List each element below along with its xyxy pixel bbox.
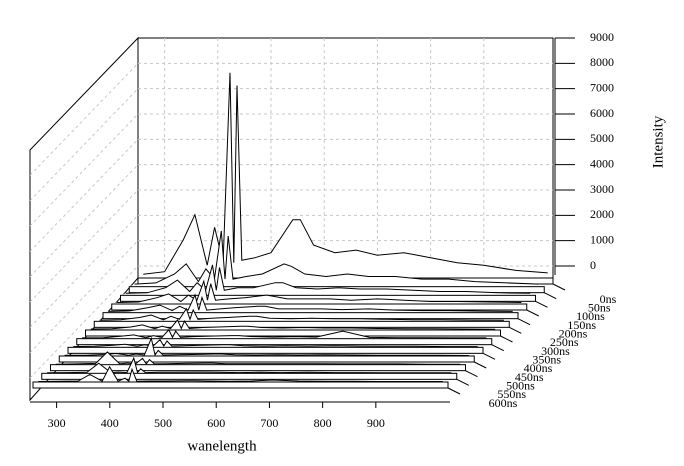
- depth-tick: [526, 309, 539, 317]
- grid-line: [29, 265, 139, 379]
- y-tick-label: 5000: [590, 131, 614, 145]
- depth-tick: [500, 335, 513, 343]
- depth-tick: [491, 344, 504, 352]
- x-tick-label: 400: [101, 416, 119, 430]
- y-tick-label: 9000: [590, 30, 614, 44]
- series-line: [99, 307, 504, 321]
- depth-tick: [517, 318, 531, 326]
- depth-label: 250ns: [550, 335, 579, 349]
- series-backfill: [111, 281, 527, 304]
- depth-label: 150ns: [567, 318, 596, 332]
- grid-line: [29, 88, 139, 202]
- series-strip: [41, 372, 458, 380]
- depth-tick: [474, 361, 487, 369]
- y-tick-label: 8000: [590, 55, 614, 69]
- series-backfill: [120, 264, 536, 296]
- y-tick-label: 1000: [590, 232, 614, 246]
- depth-tick: [447, 387, 461, 395]
- depth-tick: [509, 326, 522, 334]
- x-axis-title: wanelength: [187, 438, 257, 454]
- series-line: [125, 264, 531, 294]
- grid-line: [29, 164, 139, 278]
- y-tick-label: 3000: [590, 182, 614, 196]
- series-line: [143, 72, 548, 275]
- series-strip: [93, 320, 510, 328]
- depth-tick: [465, 370, 478, 378]
- series-strip: [76, 338, 493, 346]
- series-line: [82, 328, 487, 339]
- depth-tick: [535, 300, 548, 308]
- depth-label: 500ns: [506, 378, 535, 392]
- depth-label: 600ns: [489, 396, 518, 410]
- series-line: [134, 230, 539, 285]
- x-tick-label: 800: [314, 416, 332, 430]
- depth-tick: [456, 378, 469, 386]
- depth-tick: [544, 292, 557, 300]
- depth-tick: [552, 283, 566, 291]
- depth-label: 200ns: [559, 326, 588, 340]
- y-tick-label: 2000: [590, 207, 614, 221]
- x-tick-label: 700: [260, 416, 278, 430]
- series-strip: [102, 312, 519, 320]
- series-strip: [32, 381, 449, 389]
- series-line: [73, 338, 478, 348]
- depth-label: 300ns: [541, 344, 570, 358]
- depth-label: 450ns: [515, 370, 544, 384]
- depth-label: 350ns: [532, 352, 561, 366]
- series-strip: [85, 329, 501, 337]
- series-line: [90, 318, 496, 330]
- grid-line: [29, 240, 139, 354]
- grid-line: [29, 138, 139, 252]
- x-tick-label: 300: [48, 416, 66, 430]
- series-line: [38, 365, 443, 383]
- depth-label: 400ns: [524, 361, 553, 375]
- x-tick-label: 600: [207, 416, 225, 430]
- depth-label: 100ns: [576, 309, 605, 323]
- series-strip: [50, 364, 466, 372]
- y-tick-label: 6000: [590, 106, 614, 120]
- grid-line: [29, 189, 139, 303]
- series-line: [108, 293, 513, 312]
- series-line: [117, 279, 522, 303]
- series-backfill: [76, 329, 492, 339]
- grid-line: [29, 113, 139, 227]
- series-strip: [58, 355, 475, 363]
- grid-line: [29, 62, 139, 176]
- y-axis-title: Intensity: [650, 115, 666, 168]
- y-tick-label: 4000: [590, 156, 614, 170]
- y-tick-label: 7000: [590, 80, 614, 94]
- depth-label: 50ns: [588, 300, 611, 314]
- x-tick-label: 900: [367, 416, 385, 430]
- depth-label: 0ns: [600, 292, 617, 306]
- x-tick-label: 500: [154, 416, 172, 430]
- series-line: [55, 351, 461, 365]
- depth-label: 550ns: [497, 387, 526, 401]
- series-line: [64, 336, 469, 357]
- series-strip: [67, 346, 484, 354]
- series-backfill: [138, 72, 553, 278]
- grid-line: [29, 214, 139, 328]
- depth-tick: [482, 352, 496, 360]
- y-tick-label: 0: [590, 258, 596, 272]
